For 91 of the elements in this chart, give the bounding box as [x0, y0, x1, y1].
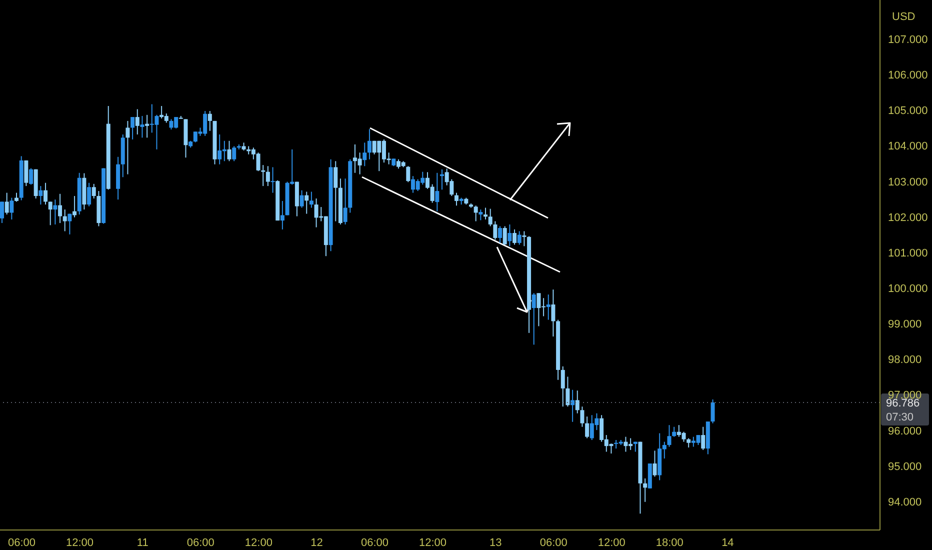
candlestick	[478, 209, 483, 221]
candlestick	[522, 230, 526, 247]
y-tick-label: 103.000	[888, 176, 928, 188]
candlestick	[367, 128, 372, 160]
candlestick	[343, 178, 348, 225]
x-tick-label: 13	[489, 536, 502, 549]
x-tick-label: 18:00	[656, 536, 684, 549]
y-tick-label: 96.000	[888, 425, 922, 438]
candlestick	[686, 438, 691, 448]
y-tick-label: 99.000	[888, 318, 922, 331]
candlestick	[44, 182, 48, 206]
candlestick	[270, 166, 275, 194]
candlestick	[701, 426, 706, 450]
candlestick	[208, 110, 212, 132]
candlestick	[0, 201, 4, 224]
y-tick-label: 98.000	[888, 354, 922, 366]
x-tick-label: 12:00	[244, 536, 272, 549]
candlestick	[566, 376, 570, 408]
candlestick	[68, 213, 72, 235]
candlestick	[362, 142, 367, 167]
candlestick	[575, 390, 580, 414]
candlestick	[488, 208, 492, 227]
candlestick	[227, 140, 232, 162]
candlestick	[4, 192, 9, 215]
y-tick-label: 106.000	[888, 70, 928, 82]
text: 07:30	[886, 411, 914, 424]
candlestick	[145, 114, 150, 138]
candlestick	[29, 168, 34, 186]
y-tick-label: 102.000	[888, 212, 928, 224]
y-tick-label: 94.000	[888, 496, 922, 508]
x-tick-label: 06:00	[8, 536, 36, 549]
y-tick-label: 95.000	[888, 460, 922, 473]
candlestick	[232, 146, 236, 162]
candlestick	[406, 166, 410, 183]
candlestick	[62, 209, 67, 232]
candlestick	[710, 398, 715, 424]
x-tick-label: 06:00	[186, 536, 214, 549]
candlestick	[585, 416, 590, 439]
x-tick-label: 12	[310, 536, 323, 549]
candlestick	[546, 294, 550, 320]
candlestick	[493, 220, 498, 240]
candlestick	[672, 426, 676, 438]
candlestick	[532, 292, 536, 346]
candlestick	[580, 406, 584, 428]
candlestick	[135, 108, 140, 135]
candlestick	[474, 205, 478, 222]
candlestick	[309, 191, 314, 208]
y-tick-label: 104.000	[888, 140, 928, 153]
x-tick-label: 14	[722, 536, 734, 549]
candlestick	[48, 201, 52, 226]
candlestick	[130, 116, 135, 140]
candlestick	[508, 224, 512, 247]
candlestick	[560, 366, 565, 408]
x-tick-label: 12:00	[66, 536, 94, 549]
candlestick	[261, 164, 266, 187]
candlestick	[126, 120, 130, 175]
candlestick	[87, 182, 92, 207]
candlestick	[643, 478, 648, 502]
candlestick	[300, 190, 304, 208]
candlestick	[58, 193, 62, 224]
candlestick	[92, 183, 96, 199]
y-tick-label: 100.000	[888, 283, 928, 296]
candlestick	[454, 192, 459, 206]
candlestick	[280, 200, 284, 230]
x-tick-label: 06:00	[540, 536, 568, 549]
candlestick	[498, 226, 502, 244]
y-tick-label: 107.000	[888, 34, 928, 46]
candlestick	[484, 207, 488, 220]
y-tick-label: 101.000	[888, 247, 928, 260]
candlestick	[304, 191, 309, 214]
x-tick-label: 12:00	[598, 536, 626, 549]
candlestick	[512, 228, 517, 246]
candlestick	[53, 199, 58, 225]
y-tick-label: 105.000	[888, 105, 928, 118]
x-tick-label: 11	[136, 536, 148, 549]
candlestick	[652, 450, 657, 478]
candlestick	[551, 289, 556, 337]
candlestick	[435, 172, 440, 212]
candlestick	[10, 197, 14, 220]
candlestick	[24, 160, 28, 187]
candlestick	[517, 230, 522, 246]
candlestick	[38, 186, 43, 206]
y-axis-title: USD	[892, 10, 916, 23]
x-tick-label: 12:00	[418, 536, 447, 549]
x-tick-label: 06:00	[360, 536, 388, 549]
candlestick	[570, 389, 575, 422]
candlestick	[266, 166, 270, 187]
candlestick	[667, 424, 672, 448]
candlestick	[334, 160, 338, 222]
candlestick	[140, 115, 144, 138]
candlestick	[502, 226, 507, 246]
